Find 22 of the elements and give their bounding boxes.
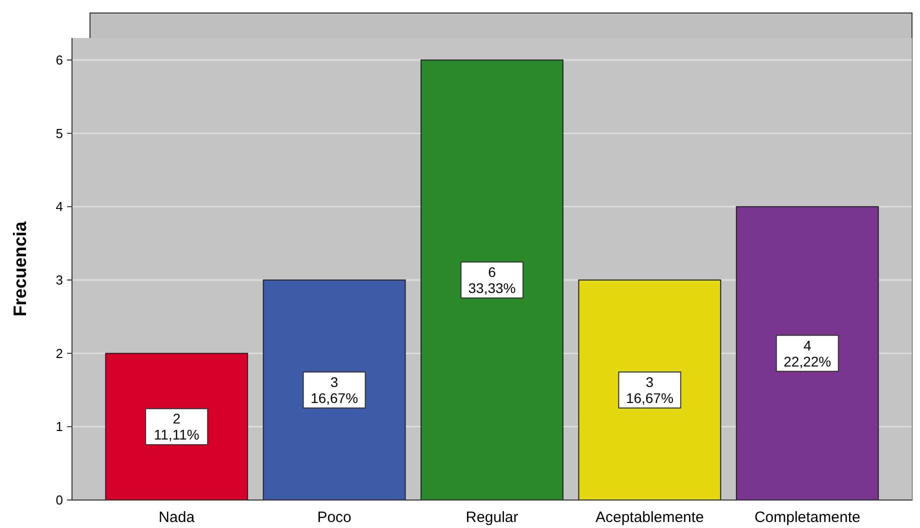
y-tick-label: 5 bbox=[56, 126, 63, 141]
bar bbox=[578, 280, 722, 500]
x-tick-label: Nada bbox=[158, 509, 196, 526]
y-axis-title: Frecuencia bbox=[10, 220, 30, 317]
y-tick-label: 0 bbox=[56, 492, 63, 508]
y-tick-label: 2 bbox=[56, 346, 63, 361]
bar bbox=[736, 206, 879, 500]
data-label: 6 33,33% bbox=[468, 264, 516, 296]
x-tick-label: Completamente bbox=[754, 509, 860, 526]
bar bbox=[262, 280, 406, 500]
data-label: 3 16,67% bbox=[626, 374, 674, 406]
x-tick-label: Regular bbox=[466, 509, 518, 526]
data-label: 4 22,22% bbox=[784, 337, 832, 370]
data-label: 3 16,67% bbox=[310, 374, 358, 406]
y-tick-label: 3 bbox=[56, 272, 63, 288]
y-tick-label: 4 bbox=[56, 199, 63, 214]
x-tick-label: Poco bbox=[317, 509, 352, 526]
y-tick-label: 6 bbox=[56, 52, 63, 68]
bar bbox=[420, 60, 564, 500]
x-tick-label: Aceptablemente bbox=[595, 509, 704, 526]
data-label: 2 11,11% bbox=[154, 410, 200, 443]
y-tick-label: 1 bbox=[56, 419, 63, 434]
